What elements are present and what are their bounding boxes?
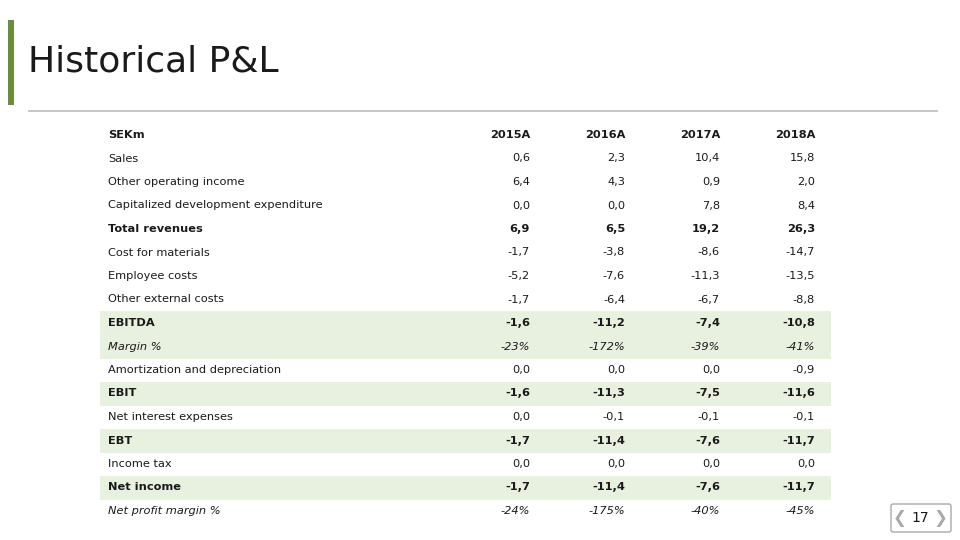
Text: -13,5: -13,5: [785, 271, 815, 281]
Text: -1,7: -1,7: [508, 294, 530, 305]
Text: -8,6: -8,6: [698, 247, 720, 258]
Text: 2015A: 2015A: [490, 130, 530, 140]
Text: 6,9: 6,9: [510, 224, 530, 234]
Text: -1,7: -1,7: [505, 483, 530, 492]
Bar: [28, 110, 938, 112]
Text: Income tax: Income tax: [108, 459, 172, 469]
Text: 6,4: 6,4: [512, 177, 530, 187]
Bar: [100, 429, 831, 453]
Text: -11,4: -11,4: [592, 435, 625, 445]
Text: 0,0: 0,0: [512, 365, 530, 375]
Text: -11,3: -11,3: [592, 388, 625, 399]
Text: 0,0: 0,0: [512, 459, 530, 469]
Text: 2,3: 2,3: [607, 153, 625, 164]
Text: -24%: -24%: [500, 506, 530, 516]
Text: Cost for materials: Cost for materials: [108, 247, 209, 258]
Text: -1,7: -1,7: [505, 435, 530, 445]
Text: 0,6: 0,6: [512, 153, 530, 164]
Text: Other external costs: Other external costs: [108, 294, 224, 305]
Text: -11,7: -11,7: [782, 483, 815, 492]
Text: Capitalized development expenditure: Capitalized development expenditure: [108, 200, 323, 211]
Text: 0,0: 0,0: [797, 459, 815, 469]
Text: EBITDA: EBITDA: [108, 318, 155, 328]
Text: -7,5: -7,5: [695, 388, 720, 399]
Text: 15,8: 15,8: [790, 153, 815, 164]
Text: 0,0: 0,0: [512, 200, 530, 211]
Text: -0,1: -0,1: [793, 412, 815, 422]
Text: Other operating income: Other operating income: [108, 177, 245, 187]
Text: -40%: -40%: [690, 506, 720, 516]
Text: Net interest expenses: Net interest expenses: [108, 412, 233, 422]
Text: Employee costs: Employee costs: [108, 271, 198, 281]
Text: -7,6: -7,6: [695, 435, 720, 445]
Text: -5,2: -5,2: [508, 271, 530, 281]
Text: 0,0: 0,0: [702, 365, 720, 375]
Text: Net profit margin %: Net profit margin %: [108, 506, 221, 516]
Text: 0,9: 0,9: [702, 177, 720, 187]
Text: 0,0: 0,0: [512, 412, 530, 422]
Text: -23%: -23%: [500, 341, 530, 352]
Text: -7,4: -7,4: [695, 318, 720, 328]
Text: EBIT: EBIT: [108, 388, 136, 399]
Text: Amortization and depreciation: Amortization and depreciation: [108, 365, 281, 375]
Text: 0,0: 0,0: [702, 459, 720, 469]
Text: -0,1: -0,1: [698, 412, 720, 422]
Text: -1,6: -1,6: [505, 318, 530, 328]
Text: -6,7: -6,7: [698, 294, 720, 305]
Bar: [100, 311, 831, 335]
Text: -1,7: -1,7: [508, 247, 530, 258]
Text: -11,4: -11,4: [592, 483, 625, 492]
Text: 2017A: 2017A: [680, 130, 720, 140]
Text: -6,4: -6,4: [603, 294, 625, 305]
Text: -175%: -175%: [588, 506, 625, 516]
Text: Sales: Sales: [108, 153, 138, 164]
Text: SEKm: SEKm: [108, 130, 145, 140]
Text: Margin %: Margin %: [108, 341, 161, 352]
Text: 0,0: 0,0: [607, 200, 625, 211]
Text: Total revenues: Total revenues: [108, 224, 203, 234]
Text: 8,4: 8,4: [797, 200, 815, 211]
Text: -0,9: -0,9: [793, 365, 815, 375]
Bar: [100, 335, 831, 359]
Text: ❯: ❯: [933, 509, 947, 527]
Text: -39%: -39%: [690, 341, 720, 352]
Text: 19,2: 19,2: [692, 224, 720, 234]
Text: 10,4: 10,4: [695, 153, 720, 164]
Text: 2,0: 2,0: [797, 177, 815, 187]
Text: 2016A: 2016A: [585, 130, 625, 140]
Text: Historical P&L: Historical P&L: [28, 45, 278, 79]
Text: -10,8: -10,8: [782, 318, 815, 328]
Text: -3,8: -3,8: [603, 247, 625, 258]
Text: 0,0: 0,0: [607, 365, 625, 375]
Text: EBT: EBT: [108, 435, 132, 445]
Text: -11,2: -11,2: [592, 318, 625, 328]
Text: -8,8: -8,8: [793, 294, 815, 305]
Text: 0,0: 0,0: [607, 459, 625, 469]
Text: 2018A: 2018A: [775, 130, 815, 140]
Text: 26,3: 26,3: [787, 224, 815, 234]
Text: -0,1: -0,1: [603, 412, 625, 422]
Text: 4,3: 4,3: [607, 177, 625, 187]
Text: -11,7: -11,7: [782, 435, 815, 445]
Text: -7,6: -7,6: [603, 271, 625, 281]
Text: 17: 17: [911, 511, 929, 525]
Text: -14,7: -14,7: [785, 247, 815, 258]
Text: -7,6: -7,6: [695, 483, 720, 492]
Text: ❮: ❮: [893, 509, 907, 527]
Text: -172%: -172%: [588, 341, 625, 352]
Text: -45%: -45%: [785, 506, 815, 516]
Bar: [100, 382, 831, 406]
Bar: [100, 476, 831, 500]
Text: Net income: Net income: [108, 483, 181, 492]
Text: -41%: -41%: [785, 341, 815, 352]
Text: -11,3: -11,3: [690, 271, 720, 281]
Text: -1,6: -1,6: [505, 388, 530, 399]
Text: 6,5: 6,5: [605, 224, 625, 234]
Text: -11,6: -11,6: [782, 388, 815, 399]
Text: 7,8: 7,8: [702, 200, 720, 211]
Bar: [8, 20, 14, 105]
